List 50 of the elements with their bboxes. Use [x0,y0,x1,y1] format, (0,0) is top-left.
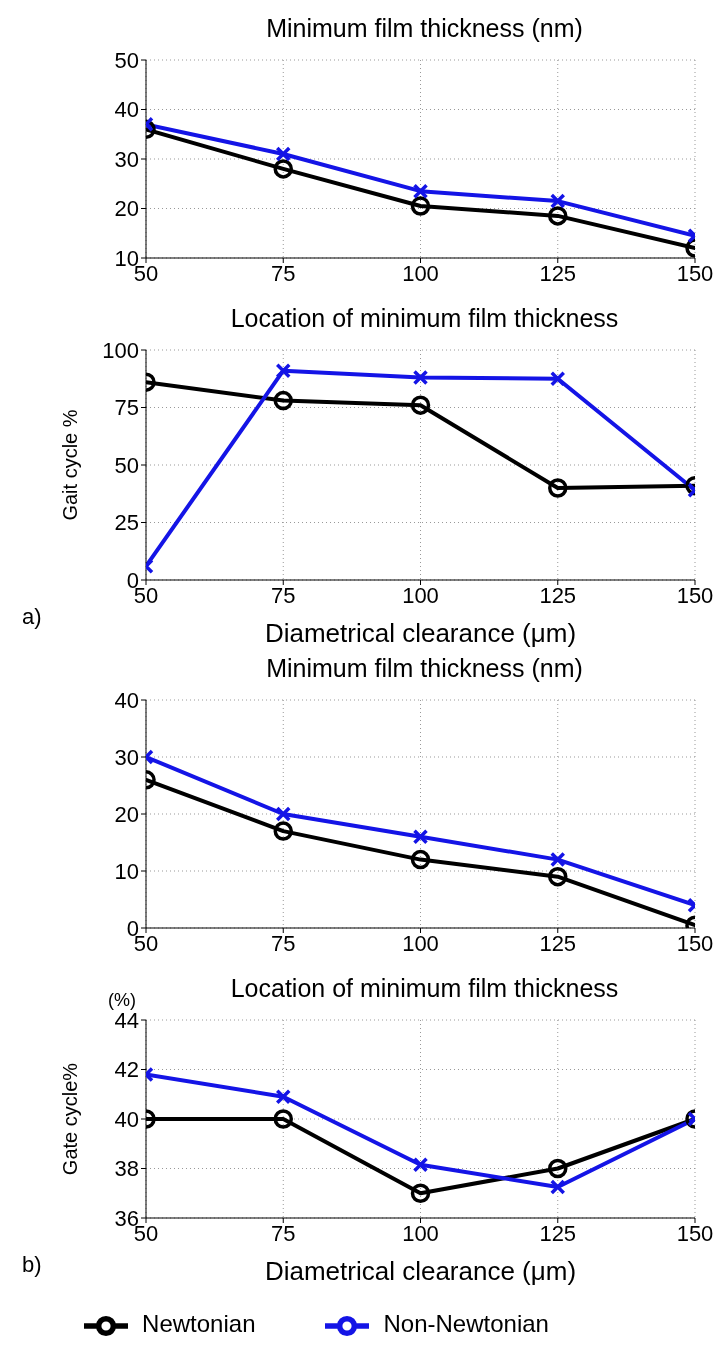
text: (%) [108,990,136,1011]
y-tick-label: 40 [114,687,139,713]
point [410,1183,431,1203]
x-tick-label: 100 [402,1220,439,1246]
chart-title: Minimum film thickness (nm) [265,654,584,683]
y-tick-label: 20 [114,196,139,222]
y-tick-label: 38 [114,1156,139,1182]
x-axis-title: Diametrical clearance (μm) [264,1256,577,1286]
x-tick-label: 150 [676,582,713,608]
y-axis-title: Gate cycle% [59,1062,82,1176]
x-tick-label: 75 [271,260,296,286]
chart-title: Location of minimum film thickness [230,974,619,1002]
y-tick-label: 50 [114,452,139,478]
x-tick-label: 150 [676,1220,713,1246]
y-tick-label: 30 [114,146,139,172]
y-tick-label: 10 [114,858,139,884]
point [412,369,429,386]
x-tick-label: 100 [402,260,439,286]
x-tick-label: 75 [271,582,296,608]
point [412,1157,429,1173]
x-tick-label: 125 [539,260,577,286]
x-tick-label: 100 [402,930,439,956]
point [412,183,429,199]
x-tick-label: 150 [676,260,713,286]
y-tick-label: 25 [114,510,139,536]
y-tick-label: 20 [114,801,139,827]
x-tick-label: 75 [271,1220,296,1246]
y-tick-label: 42 [114,1057,139,1083]
x-tick-label: 150 [676,930,713,956]
y-axis-title: Gait cycle % [59,409,82,521]
text: b) [22,1252,42,1278]
x-tick-label: 125 [539,1220,577,1246]
y-tick-label: 40 [114,97,139,123]
y-tick-label: 30 [114,744,139,770]
x-tick-label: 75 [271,930,296,956]
point [410,196,431,216]
x-tick-label: 125 [539,582,577,608]
x-tick-label: 100 [402,582,439,608]
chart-title: Minimum film thickness (nm) [265,14,584,43]
chart-title: Location of minimum film thickness [229,304,620,333]
point [410,395,431,415]
y-tick-label: 100 [102,337,139,363]
x-tick-label: 125 [539,930,577,956]
y-tick-label: 50 [114,47,139,73]
y-tick-label: 75 [114,395,139,421]
y-tick-label: 40 [114,1106,139,1132]
text: a) [22,604,42,630]
legend-label: Non-Newtonian [383,1310,549,1338]
x-axis-title: Diametrical clearance (μm) [264,618,577,648]
legend-label: Newtonian [142,1310,256,1338]
